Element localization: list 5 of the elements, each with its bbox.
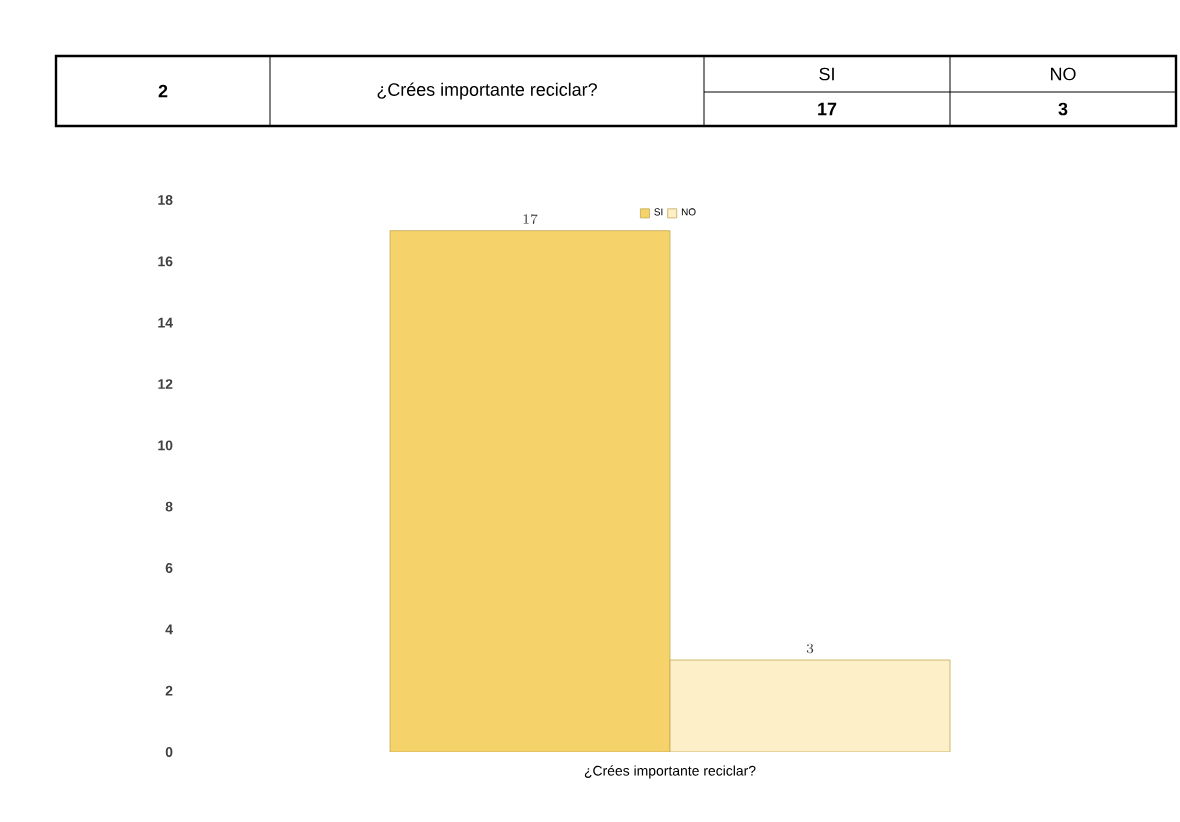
text: 3 xyxy=(1058,102,1068,116)
text: SI xyxy=(819,67,834,81)
text: 17 xyxy=(818,102,837,116)
text: ¿Crées importante reciclar? xyxy=(377,82,597,100)
text: NO xyxy=(1051,67,1076,81)
